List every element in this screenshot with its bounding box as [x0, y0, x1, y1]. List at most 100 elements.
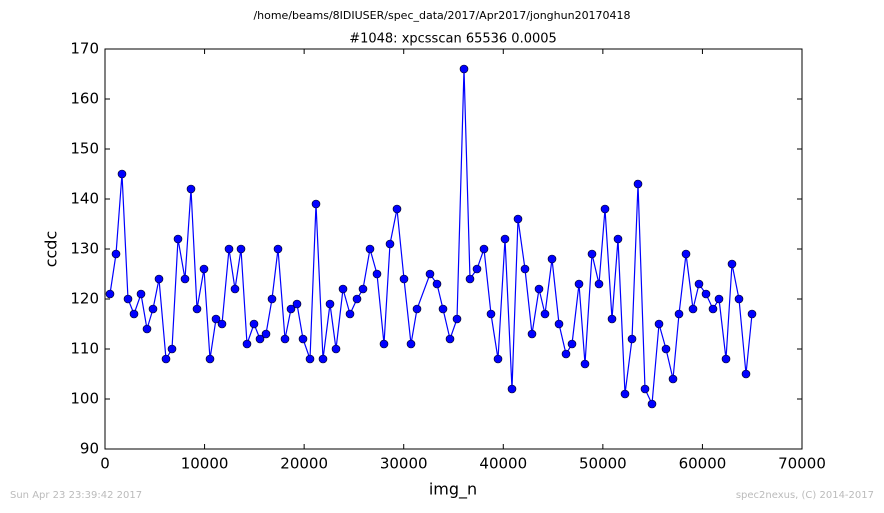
data-point [379, 339, 389, 349]
data-point [211, 314, 221, 324]
data-point [445, 334, 455, 344]
data-point [661, 344, 671, 354]
data-point [633, 179, 643, 189]
y-tick-label: 110 [70, 340, 99, 358]
data-point [280, 334, 290, 344]
data-point [520, 264, 530, 274]
data-point [105, 289, 115, 299]
data-point [540, 309, 550, 319]
data-point [318, 354, 328, 364]
y-tick-label: 100 [70, 390, 99, 408]
footer-right: spec2nexus, (C) 2014-2017 [736, 490, 874, 501]
data-point [292, 299, 302, 309]
data-point [267, 294, 277, 304]
data-point [236, 244, 246, 254]
data-point [493, 354, 503, 364]
data-point [688, 304, 698, 314]
data-point [406, 339, 416, 349]
data-point [425, 269, 435, 279]
data-point [507, 384, 517, 394]
x-tick-label: 60000 [679, 455, 727, 473]
data-point [111, 249, 121, 259]
data-point [273, 244, 283, 254]
data-point [694, 279, 704, 289]
footer-left: Sun Apr 23 23:39:42 2017 [10, 490, 142, 501]
x-tick-label: 70000 [778, 455, 826, 473]
y-tick-label: 160 [70, 90, 99, 108]
data-point [714, 294, 724, 304]
data-point [123, 294, 133, 304]
data-point [534, 284, 544, 294]
suptitle: /home/beams/8IDIUSER/spec_data/2017/Apr2… [253, 9, 630, 22]
data-point [249, 319, 259, 329]
plot-frame [104, 48, 803, 450]
data-point [607, 314, 617, 324]
data-point [142, 324, 152, 334]
y-tick-label: 90 [80, 440, 99, 458]
data-point [345, 309, 355, 319]
data-point [192, 304, 202, 314]
y-tick-label: 150 [70, 140, 99, 158]
chart-title: #1048: xpcsscan 65536 0.0005 [349, 32, 557, 47]
data-point [681, 249, 691, 259]
data-point [298, 334, 308, 344]
x-tick-label: 20000 [280, 455, 328, 473]
data-point [668, 374, 678, 384]
data-point [500, 234, 510, 244]
data-point [741, 369, 751, 379]
data-point [627, 334, 637, 344]
data-point [358, 284, 368, 294]
x-tick-label: 0 [100, 455, 110, 473]
data-point [186, 184, 196, 194]
data-point [255, 334, 265, 344]
x-axis-label: img_n [429, 480, 477, 500]
x-tick-label: 50000 [579, 455, 627, 473]
data-point [574, 279, 584, 289]
data-point [352, 294, 362, 304]
y-axis-label: ccdc [42, 231, 61, 268]
y-tick-label: 170 [70, 40, 99, 58]
data-point [452, 314, 462, 324]
data-point [640, 384, 650, 394]
data-point [486, 309, 496, 319]
data-point [392, 204, 402, 214]
data-point [513, 214, 523, 224]
data-point [438, 304, 448, 314]
data-point [173, 234, 183, 244]
data-point [580, 359, 590, 369]
data-point [199, 264, 209, 274]
data-point [561, 349, 571, 359]
data-point [412, 304, 422, 314]
data-point [261, 329, 271, 339]
data-point [701, 289, 711, 299]
data-point [180, 274, 190, 284]
data-point [136, 289, 146, 299]
data-point [286, 304, 296, 314]
data-point [217, 319, 227, 329]
y-tick-label: 130 [70, 240, 99, 258]
data-point [325, 299, 335, 309]
data-point [338, 284, 348, 294]
data-point [721, 354, 731, 364]
x-tick-label: 30000 [380, 455, 428, 473]
data-point [734, 294, 744, 304]
data-point [459, 64, 469, 74]
data-point [117, 169, 127, 179]
data-point [620, 389, 630, 399]
data-point [161, 354, 171, 364]
data-point [465, 274, 475, 284]
y-tick-label: 120 [70, 290, 99, 308]
data-point [587, 249, 597, 259]
data-point [747, 309, 757, 319]
data-point [167, 344, 177, 354]
data-point [230, 284, 240, 294]
data-point [154, 274, 164, 284]
data-point [527, 329, 537, 339]
data-point [242, 339, 252, 349]
data-point [547, 254, 557, 264]
data-point [594, 279, 604, 289]
data-point [365, 244, 375, 254]
data-point [674, 309, 684, 319]
data-line [109, 68, 753, 407]
